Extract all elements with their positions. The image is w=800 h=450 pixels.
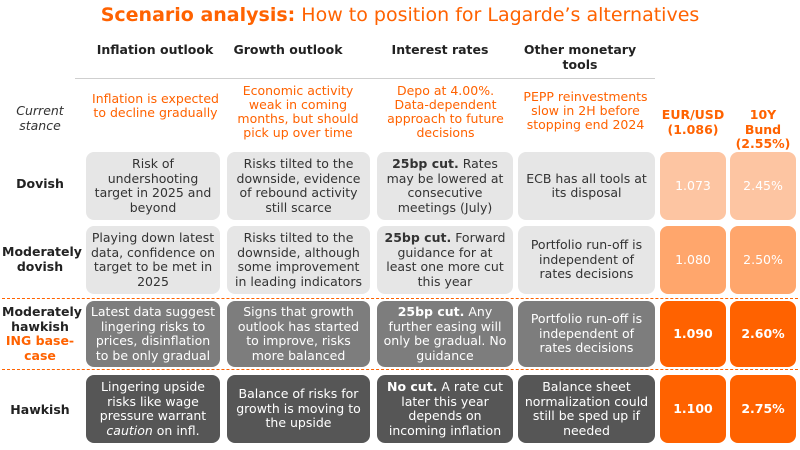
stance-growth: Economic activity weak in coming months,… xyxy=(237,83,359,140)
modhawkish-rates: 25bp cut. Any further easing will only b… xyxy=(377,301,513,367)
dovish-bund: 2.45% xyxy=(730,152,796,220)
moddovish-growth: Risks tilted to the downside, although s… xyxy=(227,226,370,294)
modhawkish-growth: Signs that growth outlook has started to… xyxy=(227,301,370,367)
stance-rates: Depo at 4.00%. Data-dependent approach t… xyxy=(387,83,504,140)
modhawkish-rates-bold: 25bp cut. xyxy=(397,304,465,319)
hawkish-eurusd: 1.100 xyxy=(660,375,726,443)
hawkish-growth: Balance of risks for growth is moving to… xyxy=(227,375,370,443)
moddovish-rates-bold: 25bp cut. xyxy=(384,230,452,245)
moddovish-inflation: Playing down latest data, confidence on … xyxy=(86,226,220,294)
hawkish-bund: 2.75% xyxy=(730,375,796,443)
bund-header: 10Y Bund (2.55%) xyxy=(735,107,791,151)
row-label-modhawkish-text: Moderately hawkish xyxy=(2,304,82,334)
moddovish-eurusd: 1.080 xyxy=(660,226,726,294)
hawkish-inflation-post: on infl. xyxy=(152,422,200,438)
hawkish-inflation: Lingering upside risks like wage pressur… xyxy=(86,375,220,443)
col-header-tools: Other monetary tools xyxy=(523,42,637,72)
dovish-rates-bold: 25bp cut. xyxy=(392,156,459,171)
stance-tools: PEPP reinvestments slow in 2H before sto… xyxy=(523,89,648,132)
hawkish-rates-rest: A rate cut later this year depends on in… xyxy=(388,379,503,438)
modhawkish-tools: Portfolio run-off is independent of rate… xyxy=(518,301,655,367)
col-header-rates: Interest rates xyxy=(391,42,489,57)
base-case-bottom-border xyxy=(2,369,798,370)
hawkish-rates: No cut. A rate cut later this year depen… xyxy=(377,375,513,443)
col-header-inflation: Inflation outlook xyxy=(96,42,214,57)
moddovish-tools: Portfolio run-off is independent of rate… xyxy=(518,226,655,294)
stance-inflation: Inflation is expected to decline gradual… xyxy=(92,91,219,120)
col-header-growth: Growth outlook xyxy=(233,42,343,57)
modhawkish-eurusd: 1.090 xyxy=(660,301,726,367)
row-label-moderately-hawkish: Moderately hawkish ING base-case xyxy=(2,304,82,363)
base-case-top-border xyxy=(2,298,798,299)
moddovish-rates: 25bp cut. Forward guidance for at least … xyxy=(377,226,513,294)
eurusd-header: EUR/USD (1.086) xyxy=(661,107,725,137)
dovish-tools: ECB has all tools at its disposal xyxy=(518,152,655,220)
row-label-dovish: Dovish xyxy=(16,176,64,191)
row-label-moderately-dovish: Moderately dovish xyxy=(2,244,82,274)
dovish-eurusd: 1.073 xyxy=(660,152,726,220)
hawkish-rates-bold: No cut. xyxy=(387,379,438,394)
dovish-rates-rest: Rates may be lowered at consecutive meet… xyxy=(386,156,504,215)
hawkish-inflation-ital: caution xyxy=(106,422,153,438)
modhawkish-rates-rest: Any further easing will only be gradual.… xyxy=(383,304,507,363)
moddovish-rates-rest: Forward guidance for at least one more c… xyxy=(386,230,506,289)
row-label-hawkish: Hawkish xyxy=(10,402,70,417)
moddovish-bund: 2.50% xyxy=(730,226,796,294)
header-divider xyxy=(75,78,655,79)
title-rest: How to position for Lagarde’s alternativ… xyxy=(295,4,700,26)
ing-base-case-label: ING base-case xyxy=(5,333,75,363)
page-title: Scenario analysis: How to position for L… xyxy=(0,4,800,26)
hawkish-inflation-pre: Lingering upside risks like wage pressur… xyxy=(99,379,207,423)
dovish-inflation: Risk of undershooting target in 2025 and… xyxy=(86,152,220,220)
dovish-rates: 25bp cut. Rates may be lowered at consec… xyxy=(377,152,513,220)
title-bold: Scenario analysis: xyxy=(100,4,296,26)
dovish-growth: Risks tilted to the downside, evidence o… xyxy=(227,152,370,220)
row-label-current-stance: Current stance xyxy=(16,103,64,133)
modhawkish-bund: 2.60% xyxy=(730,301,796,367)
modhawkish-inflation: Latest data suggest lingering risks to p… xyxy=(86,301,220,367)
hawkish-tools: Balance sheet normalization could still … xyxy=(518,375,655,443)
